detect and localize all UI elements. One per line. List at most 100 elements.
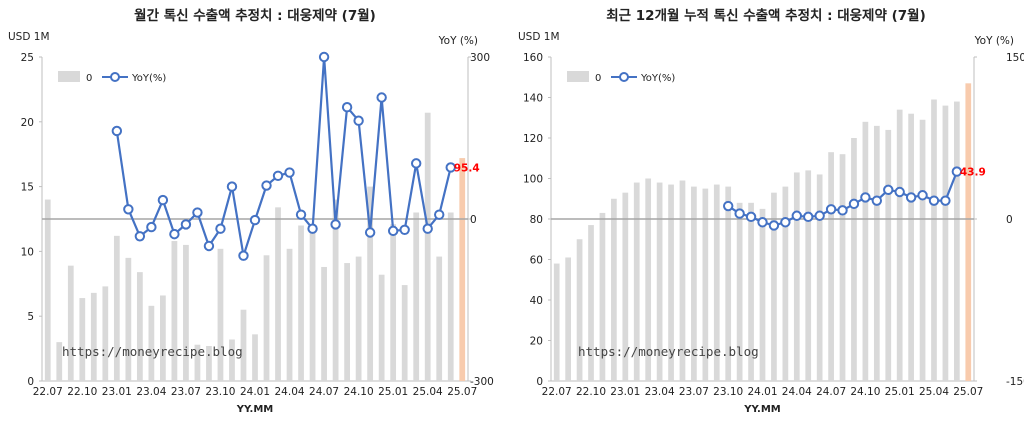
yoy-point bbox=[261, 180, 272, 191]
yoy-point bbox=[445, 162, 456, 173]
x-tick-label: 23.07 bbox=[679, 386, 709, 398]
bar bbox=[355, 256, 362, 381]
y-axis-unit-label: USD 1M bbox=[8, 31, 50, 43]
x-tick-label: 24.07 bbox=[309, 386, 339, 398]
bar bbox=[160, 295, 166, 381]
bar bbox=[459, 158, 466, 381]
yoy-point bbox=[734, 208, 745, 219]
chart-12m-cumulative-export: 최근 12개월 누적 톡신 수출액 추정치 : 대웅제약 (7월) USD 1M Y… bbox=[518, 7, 1024, 415]
yoy-point bbox=[894, 186, 905, 198]
yoy-point bbox=[917, 190, 928, 201]
yoy-point bbox=[192, 207, 203, 218]
yoy-point bbox=[940, 195, 951, 206]
y-tick-label: 40 bbox=[530, 295, 543, 307]
bar bbox=[851, 138, 857, 381]
x-tick-label: 24.10 bbox=[344, 386, 374, 398]
bar bbox=[332, 199, 339, 381]
bar bbox=[656, 182, 663, 381]
yoy-last-value-label: 43.9 bbox=[960, 167, 986, 179]
yoy-point bbox=[883, 184, 894, 196]
y-tick-label: 0 bbox=[536, 376, 543, 388]
bar bbox=[275, 207, 281, 381]
x-tick-label: 25.07 bbox=[447, 386, 477, 398]
y-tick-label: 20 bbox=[530, 336, 543, 348]
x-tick-label: 24.07 bbox=[816, 386, 846, 398]
bar bbox=[252, 334, 258, 381]
yoy-point bbox=[434, 209, 445, 220]
bar bbox=[633, 182, 640, 381]
yoy-point bbox=[803, 211, 814, 223]
y2-tick-label: 300 bbox=[470, 52, 490, 64]
yoy-point bbox=[180, 219, 192, 230]
x-tick-label: 25.04 bbox=[413, 386, 443, 398]
bar bbox=[217, 248, 224, 381]
y2-tick-label: -300 bbox=[470, 376, 494, 388]
chart-title: 최근 12개월 누적 톡신 수출액 추정치 : 대웅제약 (7월) bbox=[606, 7, 926, 24]
y2-tick-label: -150 bbox=[1006, 376, 1024, 388]
bar bbox=[206, 346, 212, 381]
y-tick-label: 60 bbox=[530, 255, 543, 267]
x-tick-label: 23.07 bbox=[171, 386, 201, 398]
yoy-point bbox=[169, 228, 180, 240]
yoy-point bbox=[146, 221, 157, 233]
bar bbox=[263, 255, 270, 381]
bar bbox=[298, 225, 304, 381]
y-tick-label: 120 bbox=[523, 133, 543, 145]
x-tick-label: 23.10 bbox=[205, 386, 235, 398]
bar bbox=[931, 99, 937, 382]
bar bbox=[286, 248, 293, 381]
x-tick-label: 25.07 bbox=[953, 386, 983, 398]
x-tick-label: 24.01 bbox=[747, 386, 777, 398]
bar bbox=[194, 344, 201, 381]
bar bbox=[599, 212, 606, 381]
bar bbox=[321, 266, 327, 381]
bar bbox=[862, 121, 869, 382]
y-tick-label: 15 bbox=[21, 182, 34, 194]
y-tick-label: 100 bbox=[523, 174, 543, 186]
x-tick-label: 25.01 bbox=[885, 386, 915, 398]
bar bbox=[919, 119, 926, 382]
bar bbox=[553, 263, 560, 381]
bar bbox=[229, 339, 235, 381]
bar bbox=[793, 172, 800, 381]
bar bbox=[344, 263, 350, 381]
yoy-point bbox=[111, 125, 123, 137]
bar bbox=[576, 239, 583, 381]
bar bbox=[378, 274, 385, 381]
y-tick-label: 140 bbox=[523, 93, 543, 105]
x-tick-label: 24.10 bbox=[850, 386, 880, 398]
x-tick-label: 25.01 bbox=[378, 386, 408, 398]
bar bbox=[136, 272, 143, 381]
bar bbox=[125, 257, 132, 381]
yoy-point bbox=[330, 219, 341, 230]
yoy-point bbox=[226, 181, 238, 192]
bar bbox=[447, 212, 454, 381]
bar bbox=[401, 285, 408, 381]
x-tick-label: 23.01 bbox=[610, 386, 640, 398]
x-axis-label: YY.MM bbox=[743, 404, 781, 415]
bar bbox=[896, 109, 903, 382]
yoy-point bbox=[928, 195, 940, 206]
yoy-point bbox=[814, 210, 825, 221]
bar bbox=[67, 265, 74, 381]
y2-axis-unit-label: YoY (%) bbox=[438, 35, 478, 47]
x-tick-label: 22.10 bbox=[67, 386, 97, 398]
bar bbox=[309, 226, 316, 381]
yoy-point bbox=[157, 194, 169, 206]
bar bbox=[183, 244, 189, 381]
x-tick-label: 24.04 bbox=[275, 386, 305, 398]
legend-line-label: YoY(%) bbox=[640, 73, 675, 84]
legend-bar-swatch bbox=[567, 71, 589, 82]
x-tick-label: 23.10 bbox=[713, 386, 743, 398]
yoy-point bbox=[757, 217, 768, 228]
yoy-point bbox=[284, 167, 295, 178]
x-tick-label: 23.04 bbox=[645, 386, 675, 398]
chart-monthly-export: 월간 톡신 수출액 추정치 : 대웅제약 (7월) USD 1M YoY (%) 0 5… bbox=[8, 7, 494, 415]
bar bbox=[873, 125, 880, 381]
yoy-point bbox=[837, 205, 848, 216]
legend-bar-label: 0 bbox=[86, 73, 92, 84]
x-tick-label: 25.04 bbox=[919, 386, 949, 398]
bar bbox=[702, 188, 709, 381]
bar bbox=[805, 170, 812, 381]
y2-axis-unit-label: YoY (%) bbox=[974, 35, 1014, 47]
